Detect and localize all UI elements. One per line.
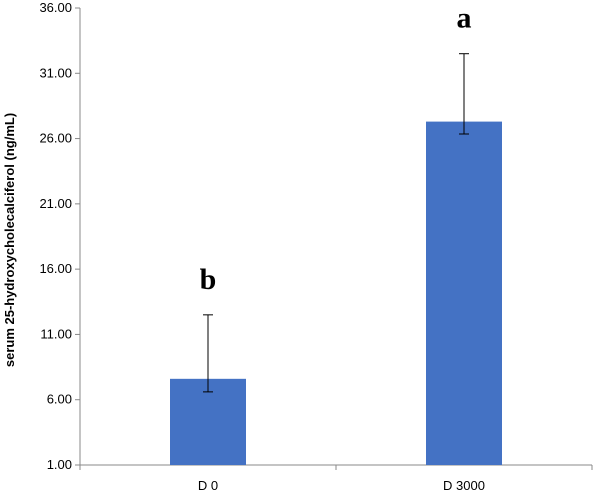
y-tick-label: 31.00 [39,65,72,80]
y-tick-label: 36.00 [39,0,72,15]
significance-label: b [200,263,217,296]
y-tick-label: 11.00 [40,326,72,341]
y-tick-label: 6.00 [47,392,72,407]
plot-area: 1.00 6.00 11.00 16.00 21.00 26.00 31.00 36.00 b D… [39,0,593,493]
x-category-label: D 0 [198,478,218,493]
y-tick-label: 21.00 [39,196,72,211]
y-tick-label: 16.00 [39,261,72,276]
y-tick-label: 1.00 [47,457,72,472]
bar [170,378,246,465]
x-category-label: D 3000 [443,478,485,493]
bar [426,121,502,466]
y-axis-title: serum 25-hydroxycholecalciferol (ng/mL) [2,113,17,367]
significance-label: a [457,2,472,35]
y-tick-label: 26.00 [39,131,72,146]
